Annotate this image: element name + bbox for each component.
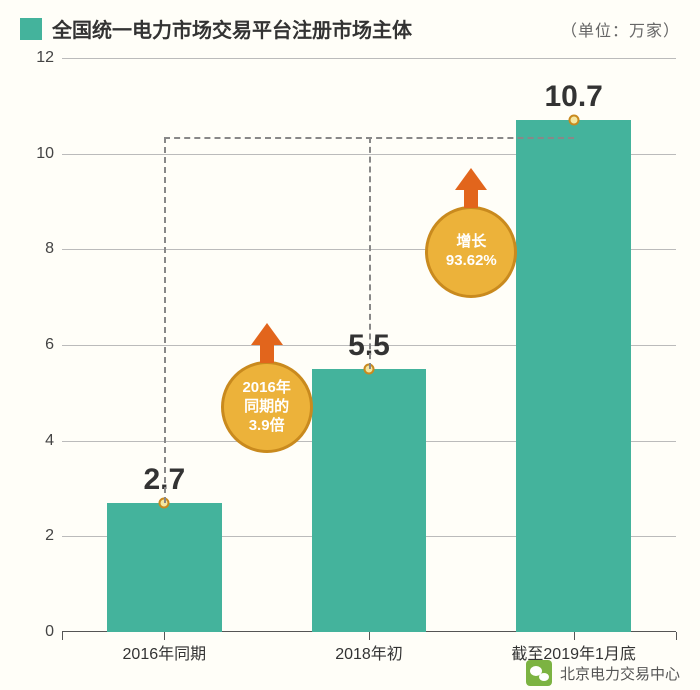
annotation-bubble-line: 同期的	[244, 398, 289, 417]
vertical-dash-line	[164, 137, 166, 503]
annotation-bubble-line: 2016年	[242, 379, 290, 398]
y-tick-label: 0	[45, 623, 54, 641]
unit-label: （单位：万家）	[561, 17, 680, 41]
source-text: 北京电力交易中心	[560, 663, 680, 684]
x-tick	[676, 632, 677, 640]
x-tick	[574, 632, 575, 640]
y-tick-label: 6	[45, 336, 54, 354]
y-tick-label: 12	[36, 49, 54, 67]
chart-header: 全国统一电力市场交易平台注册市场主体 （单位：万家）	[0, 0, 700, 51]
annotation-bubble: 增长93.62%	[425, 206, 517, 298]
source-footer: 北京电力交易中心	[526, 660, 680, 686]
bar	[107, 503, 222, 632]
y-tick-label: 10	[36, 145, 54, 163]
bar-marker-dot	[568, 115, 579, 126]
y-tick-label: 8	[45, 240, 54, 258]
y-tick-label: 4	[45, 432, 54, 450]
chart-plot-area: 0246810122.72016年同期5.52018年初10.7截至2019年1…	[62, 58, 676, 632]
wechat-icon	[526, 660, 552, 686]
chart-title: 全国统一电力市场交易平台注册市场主体	[52, 14, 561, 43]
annotation-bubble-line: 93.62%	[446, 252, 497, 271]
annotation-bubble: 2016年同期的3.9倍	[221, 361, 313, 453]
x-tick-label: 2016年同期	[123, 640, 207, 664]
up-arrow-icon	[455, 168, 487, 208]
legend-swatch	[20, 18, 42, 40]
x-tick	[164, 632, 165, 640]
up-arrow-icon	[251, 323, 283, 363]
x-tick-label: 2018年初	[335, 640, 403, 664]
x-tick	[62, 632, 63, 640]
bar-value-label: 10.7	[544, 80, 602, 114]
annotation-bubble-line: 3.9倍	[249, 417, 285, 436]
bar	[516, 120, 631, 632]
gridline	[62, 58, 676, 59]
y-tick-label: 2	[45, 527, 54, 545]
bar	[312, 369, 427, 632]
x-tick	[369, 632, 370, 640]
vertical-dash-line	[369, 137, 371, 369]
annotation-bubble-line: 增长	[456, 233, 486, 252]
